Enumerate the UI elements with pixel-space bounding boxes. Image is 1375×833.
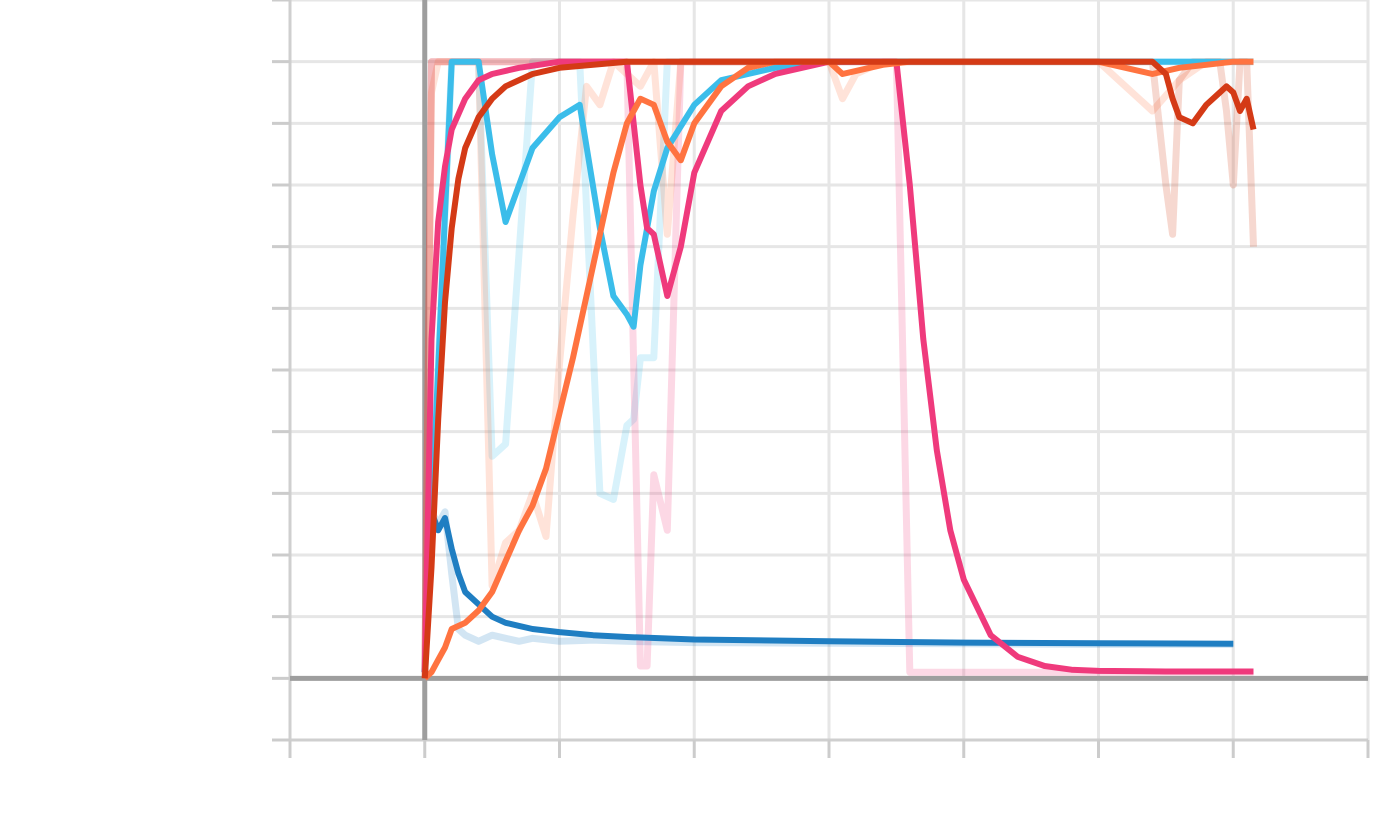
series-5-line: [421, 58, 1257, 679]
series-2-raw-line: [421, 58, 1254, 673]
series-2-line: [421, 58, 1254, 673]
series-3-line: [421, 58, 1254, 675]
series-3-raw-line: [421, 58, 1254, 676]
smoothed-series-layer: [421, 58, 1257, 681]
series-1-line: [421, 508, 1234, 673]
